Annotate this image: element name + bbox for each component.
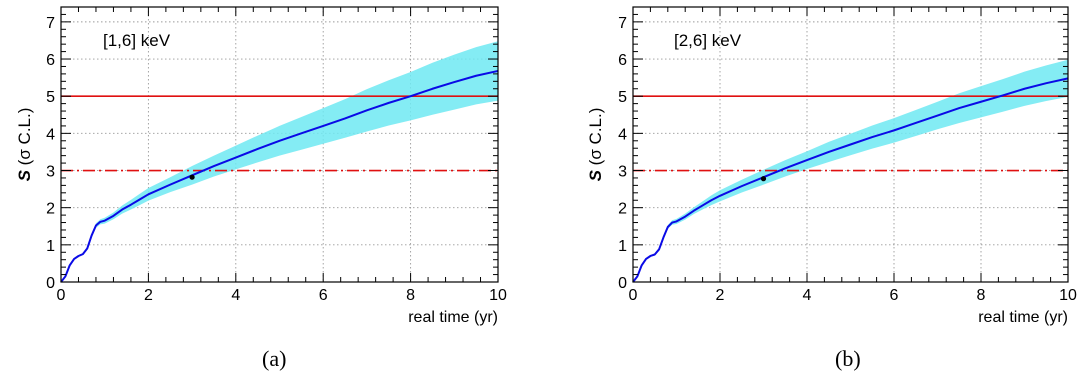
data-point-marker bbox=[189, 174, 195, 180]
x-axis-label: real time (yr) bbox=[408, 309, 498, 326]
y-tick-label: 1 bbox=[618, 238, 627, 255]
x-tick-label: 6 bbox=[319, 287, 328, 304]
y-tick-label: 2 bbox=[46, 201, 55, 218]
panel-b: 0 2 4 6 8 10 0 1 2 3 4 5 6 7 real time (yr) S (σ C.L.) [… bbox=[586, 6, 1077, 326]
x-tick-label: 10 bbox=[489, 287, 507, 304]
energy-range-annotation: [2,6] keV bbox=[674, 31, 742, 50]
x-tick-label: 0 bbox=[57, 287, 66, 304]
y-tick-label: 5 bbox=[46, 89, 55, 106]
y-tick-label: 4 bbox=[46, 126, 55, 143]
x-tick-label: 4 bbox=[803, 287, 812, 304]
y-tick-label: 7 bbox=[46, 15, 55, 32]
significance-curve bbox=[632, 77, 1069, 283]
y-tick-label: 6 bbox=[46, 52, 55, 69]
y-tick-label: 0 bbox=[46, 275, 55, 292]
plot-frame bbox=[60, 6, 499, 283]
y-tick-label: 6 bbox=[618, 52, 627, 69]
y-tick-label: 0 bbox=[618, 275, 627, 292]
y-axis-label-symbol: S bbox=[15, 165, 34, 181]
x-tick-label: 2 bbox=[716, 287, 725, 304]
uncertainty-band bbox=[633, 59, 1068, 282]
x-tick-label: 6 bbox=[890, 287, 899, 304]
y-tick-label: 3 bbox=[46, 164, 55, 181]
x-tick-label: 8 bbox=[977, 287, 986, 304]
caption-b: (b) bbox=[835, 346, 861, 371]
caption-a: (a) bbox=[262, 346, 287, 371]
x-tick-label: 2 bbox=[144, 287, 153, 304]
significance-curve bbox=[60, 69, 499, 283]
y-axis-label-symbol: S bbox=[586, 165, 605, 181]
y-tick-label: 4 bbox=[618, 126, 627, 143]
x-tick-label: 0 bbox=[629, 287, 638, 304]
x-axis-label: real time (yr) bbox=[978, 309, 1068, 326]
panel-a: 0 2 4 6 8 10 0 1 2 3 4 5 6 7 real time (yr) S (σ C.L.) [… bbox=[15, 6, 507, 326]
y-axis-label: S (σ C.L.) bbox=[586, 108, 605, 182]
uncertainty-band bbox=[61, 41, 498, 282]
y-axis-label-unit: (σ C.L.) bbox=[15, 108, 34, 166]
y-tick-label: 7 bbox=[618, 15, 627, 32]
y-axis-label: S (σ C.L.) bbox=[15, 108, 34, 182]
x-tick-label: 8 bbox=[406, 287, 415, 304]
x-tick-label: 4 bbox=[231, 287, 240, 304]
y-tick-label: 1 bbox=[46, 238, 55, 255]
y-tick-label: 3 bbox=[618, 164, 627, 181]
y-tick-label: 2 bbox=[618, 201, 627, 218]
x-tick-label: 10 bbox=[1059, 287, 1077, 304]
energy-range-annotation: [1,6] keV bbox=[103, 31, 171, 50]
y-tick-label: 5 bbox=[618, 89, 627, 106]
data-point-marker bbox=[760, 176, 767, 182]
y-axis-label-unit: (σ C.L.) bbox=[586, 108, 605, 166]
plot-frame bbox=[632, 6, 1069, 283]
